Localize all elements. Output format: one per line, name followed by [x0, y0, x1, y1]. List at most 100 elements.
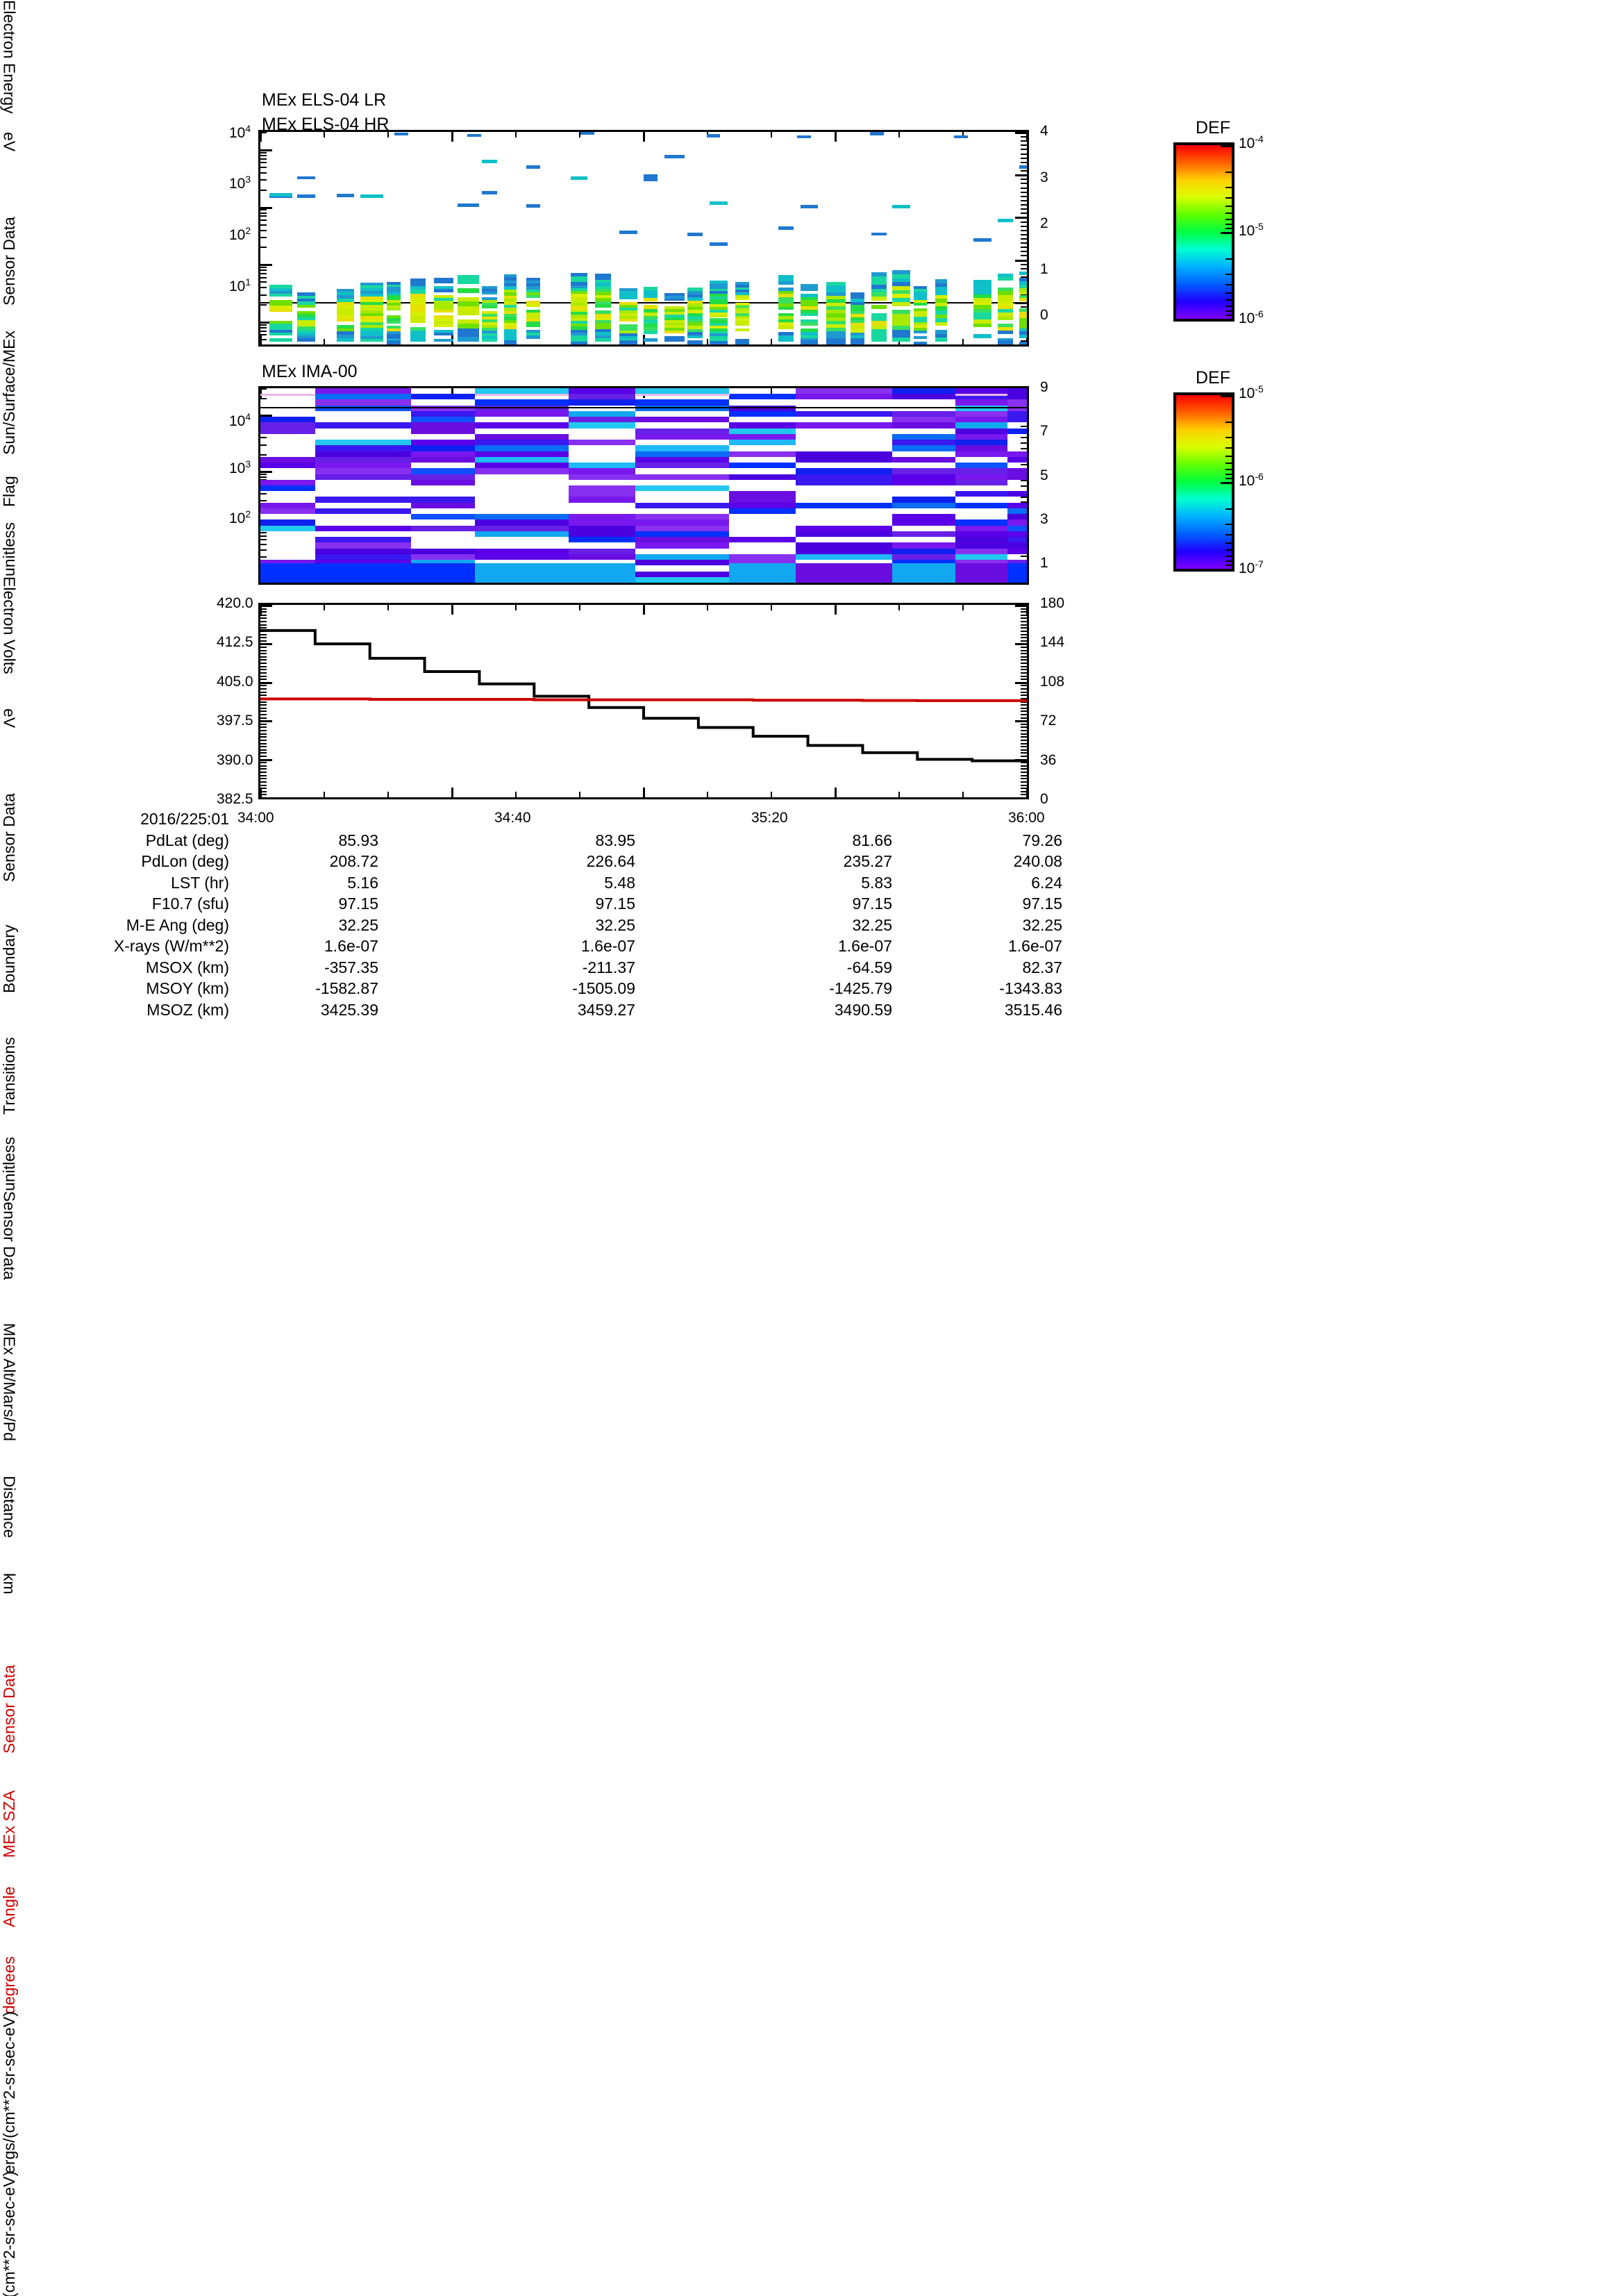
table-cell-r2-c1: 226.64 [586, 852, 635, 870]
table-row-label-5: M-E Ang (deg) [126, 915, 229, 934]
els-ytick-1e1: 101 [229, 276, 251, 294]
colorbar-0-bottom-label: 10-6 [1239, 308, 1264, 326]
table-cell-r9-c2: 3490.59 [834, 1000, 892, 1019]
table-cell-r9-c0: 3425.39 [320, 1000, 378, 1019]
ima-rtick-1: 1 [1040, 555, 1048, 571]
table-cell-r5-c3: 32.25 [1022, 915, 1062, 934]
ima-rtick-9: 9 [1040, 379, 1048, 395]
table-row-label-3: LST (hr) [171, 873, 229, 892]
eph-rtick-108: 108 [1040, 674, 1065, 690]
eph-ytick-412: 412.5 [217, 634, 253, 650]
table-row-label-2: PdLon (deg) [141, 852, 229, 870]
panel-ima-spectrogram[interactable] [258, 386, 1029, 585]
colorbar-1-unit: ergs/(cm**2-sr-sec-eV) [0, 2171, 18, 2296]
table-cell-r9-c3: 3515.46 [1004, 1000, 1062, 1019]
colorbar-0-top-label: 10-4 [1239, 133, 1264, 151]
table-cell-r2-c0: 208.72 [329, 852, 378, 870]
eph-ytick-390: 390.0 [217, 752, 253, 768]
ima-ytick-1e2: 102 [229, 508, 251, 526]
eph-yaxis-label-l1: Sensor Data [0, 1191, 19, 1280]
els-yaxis-label-line2: eV [0, 132, 19, 152]
table-row-label-6: X-rays (W/m**2) [113, 937, 229, 955]
table-cell-r2-c3: 240.08 [1013, 852, 1062, 870]
table-cell-r5-c2: 32.25 [852, 915, 892, 934]
table-cell-r5-c0: 32.25 [338, 915, 378, 934]
xtick-1: 34:40 [494, 810, 531, 826]
els-raxis-label-l3: Flag [0, 476, 18, 507]
els-ytick-1e2: 102 [229, 225, 251, 243]
table-cell-r3-c2: 5.83 [861, 873, 892, 892]
eph-yaxis-label-l4: km [0, 1573, 19, 1595]
ima-yaxis-label-line2: eV [0, 708, 19, 729]
colorbar-1-bottom-label: 10-7 [1239, 558, 1264, 576]
els-rtick-4: 4 [1040, 123, 1048, 139]
table-cell-r8-c1: -1505.09 [572, 979, 635, 997]
table-cell-r7-c1: -211.37 [582, 958, 635, 976]
eph-ytick-382: 382.5 [217, 791, 253, 807]
table-cell-r2-c2: 235.27 [843, 852, 892, 870]
eph-rtick-144: 144 [1040, 634, 1065, 650]
els-ytick-1e3: 103 [229, 174, 251, 192]
table-row-label-8: MSOY (km) [146, 979, 229, 997]
table-cell-r5-c1: 32.25 [595, 915, 635, 934]
xtick-0: 34:00 [237, 810, 274, 826]
ima-yaxis-label-line1: Electron Volts [0, 576, 19, 674]
table-cell-r7-c0: -357.35 [324, 958, 378, 976]
els-raxis-label-l4: unitless [0, 522, 18, 576]
colorbar-1-mid-label: 10-6 [1239, 471, 1264, 489]
eph-rtick-72: 72 [1040, 713, 1057, 729]
table-cell-r7-c2: -64.59 [846, 958, 892, 976]
eph-yaxis-label-l3: Distance [0, 1476, 19, 1538]
eph-ytick-397: 397.5 [217, 713, 253, 729]
table-cell-r9-c1: 3459.27 [577, 1000, 635, 1019]
table-row-label-1: PdLat (deg) [145, 831, 229, 849]
table-cell-r1-c3: 79.26 [1022, 831, 1062, 849]
table-row-label-0: 2016/225:01 [140, 810, 229, 828]
eph-rtick-180: 180 [1040, 595, 1065, 611]
els-raxis-label-l1: Sensor Data [0, 217, 18, 306]
table-cell-r3-c3: 6.24 [1031, 873, 1062, 892]
eph-yaxis-label-l2: MEx Alt/Mars/Pd [0, 1323, 19, 1441]
els-yaxis-label-line1: Electron Energy [0, 0, 19, 114]
ima-rtick-5: 5 [1040, 467, 1048, 483]
colorbar-1-top-label: 10-5 [1239, 383, 1264, 401]
ima-rtick-3: 3 [1040, 511, 1048, 527]
table-cell-r6-c2: 1.6e-07 [837, 937, 892, 955]
els-rtick-1: 1 [1040, 261, 1048, 277]
colorbar-0-unit: ergs/(cm**2-sr-sec-eV) [0, 2011, 18, 2174]
eph-raxis-label-l3: Angle [0, 1886, 18, 1927]
table-row-label-7: MSOX (km) [145, 958, 229, 976]
table-cell-r1-c2: 81.66 [852, 831, 892, 849]
table-row-label-4: F10.7 (sfu) [151, 895, 229, 913]
ima-ytick-1e3: 103 [229, 458, 251, 476]
table-cell-r4-c3: 97.15 [1022, 895, 1062, 913]
els-ytick-1e4: 104 [229, 123, 251, 141]
els-rtick-3: 3 [1040, 169, 1048, 185]
table-cell-r6-c3: 1.6e-07 [1007, 937, 1062, 955]
xtick-2: 35:20 [751, 810, 788, 826]
table-cell-r4-c0: 97.15 [338, 895, 378, 913]
table-cell-r7-c3: 82.37 [1022, 958, 1062, 976]
els-rtick-2: 2 [1040, 215, 1048, 231]
table-row-label-9: MSOZ (km) [147, 1000, 229, 1019]
panel-ima-title: MEx IMA-00 [262, 362, 358, 381]
ima-rtick-7: 7 [1040, 423, 1048, 439]
table-cell-r4-c1: 97.15 [595, 895, 635, 913]
table-cell-r6-c0: 1.6e-07 [324, 937, 378, 955]
colorbar-0-mid-label: 10-5 [1239, 221, 1264, 239]
eph-rtick-0: 0 [1040, 791, 1048, 807]
panel-ephemeris[interactable] [258, 603, 1029, 799]
table-cell-r8-c0: -1582.87 [315, 979, 378, 997]
els-raxis-label-l2: Sun/Surface/MEx [0, 331, 18, 455]
els-rtick-0: 0 [1040, 307, 1048, 323]
eph-ytick-405: 405.0 [217, 674, 253, 690]
panel-els-title-lr: MEx ELS-04 LR [262, 90, 387, 110]
table-cell-r4-c2: 97.15 [852, 895, 892, 913]
table-cell-r1-c1: 83.95 [595, 831, 635, 849]
table-cell-r3-c1: 5.48 [604, 873, 635, 892]
panel-els-spectrogram[interactable] [258, 130, 1029, 347]
eph-rtick-36: 36 [1040, 752, 1057, 768]
eph-raxis-label-l4: degrees [0, 1956, 18, 2014]
colorbar-1 [1173, 392, 1234, 572]
eph-ytick-420: 420.0 [217, 595, 253, 611]
